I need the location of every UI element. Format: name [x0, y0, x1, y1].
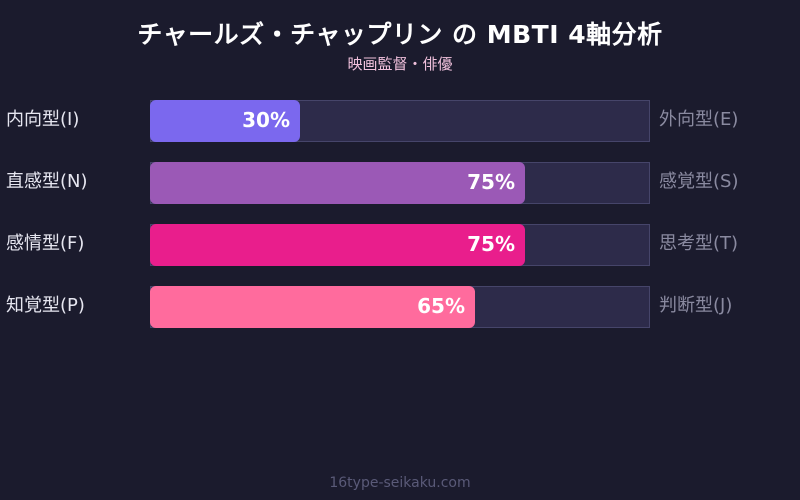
right-label: 思考型(T) — [659, 233, 739, 254]
chart-subtitle: 映画監督・俳優 — [347, 55, 453, 73]
left-label: 知覚型(P) — [6, 295, 85, 316]
percent-label: 75% — [467, 170, 515, 194]
percent-label: 65% — [417, 294, 465, 318]
axis-row-pj: 知覚型(P) 65% 判断型(J) — [0, 286, 800, 328]
percent-label: 75% — [467, 232, 515, 256]
left-label: 内向型(I) — [6, 109, 80, 130]
right-label: 外向型(E) — [659, 109, 739, 130]
bar-fill: 30% — [150, 100, 300, 142]
left-label: 直感型(N) — [6, 171, 88, 192]
footer-source: 16type-seikaku.com — [329, 475, 471, 491]
axis-row-ie: 内向型(I) 30% 外向型(E) — [0, 100, 800, 142]
right-label: 感覚型(S) — [659, 171, 739, 192]
axis-row-ns: 直感型(N) 75% 感覚型(S) — [0, 162, 800, 204]
bar-fill: 75% — [150, 162, 525, 204]
chart-title: チャールズ・チャップリン の MBTI 4軸分析 — [137, 20, 663, 49]
axis-row-ft: 感情型(F) 75% 思考型(T) — [0, 224, 800, 266]
left-label: 感情型(F) — [6, 233, 85, 254]
right-label: 判断型(J) — [659, 295, 733, 316]
bar-fill: 65% — [150, 286, 475, 328]
percent-label: 30% — [242, 108, 290, 132]
bar-fill: 75% — [150, 224, 525, 266]
